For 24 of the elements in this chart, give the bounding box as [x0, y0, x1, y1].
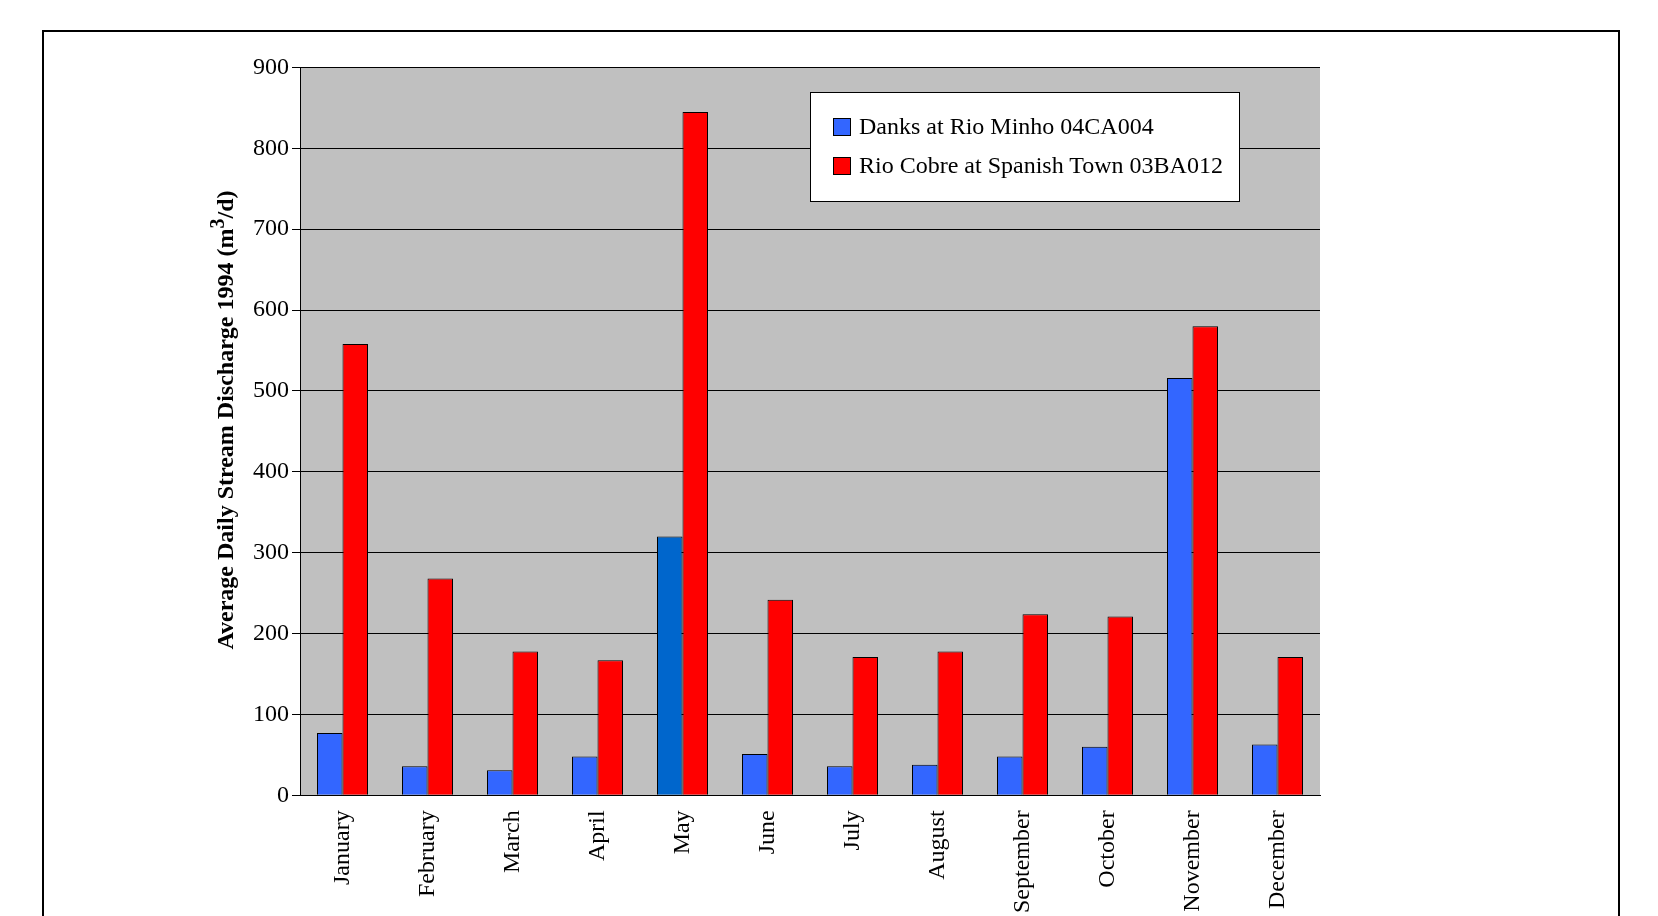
y-tick-label: 0 [277, 780, 289, 807]
legend-label: Rio Cobre at Spanish Town 03BA012 [859, 152, 1223, 180]
y-tick-label: 800 [253, 133, 289, 160]
x-tick-label: May [667, 810, 694, 855]
y-tick-label: 900 [253, 52, 289, 79]
y-tick-label: 500 [253, 376, 289, 403]
x-tick-label: February [412, 810, 439, 898]
x-tick-label: July [837, 810, 864, 851]
x-tick-label: November [1177, 810, 1204, 912]
x-tick-label: August [922, 810, 949, 880]
x-tick-label: June [752, 810, 779, 855]
y-tick-label: 700 [253, 214, 289, 241]
y-tick-label: 200 [253, 618, 289, 645]
x-tick-label: September [1007, 810, 1034, 914]
x-tick-label: December [1262, 810, 1289, 909]
y-tick-label: 600 [253, 295, 289, 322]
legend-label: Danks at Rio Minho 04CA004 [859, 113, 1154, 141]
y-tick-label: 100 [253, 699, 289, 726]
x-tick-label: April [582, 810, 609, 862]
x-tick-label: January [327, 810, 354, 886]
x-tick-label: October [1092, 810, 1119, 888]
y-tick-label: 400 [253, 457, 289, 484]
y-tick-label: 300 [253, 538, 289, 565]
x-tick-label: March [497, 810, 524, 874]
